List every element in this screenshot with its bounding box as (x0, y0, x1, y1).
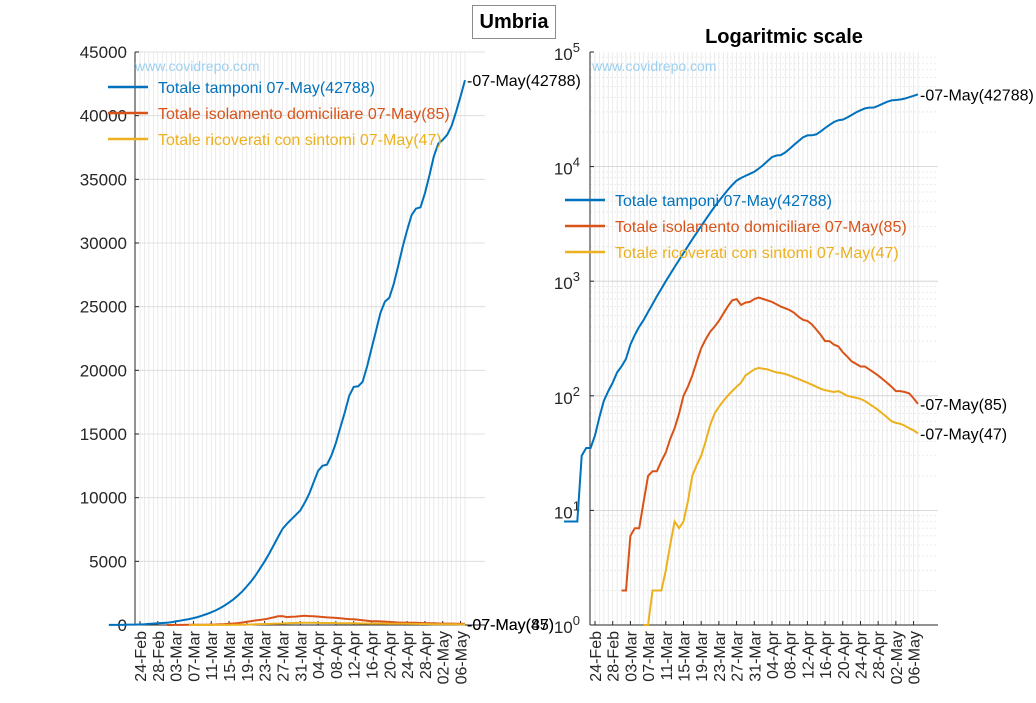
x-tick-label: 28-Apr (871, 630, 888, 679)
x-tick-label: 02-May (889, 631, 906, 684)
legend-label-isolamento: Totale isolamento domiciliare 07-May(85) (158, 106, 450, 123)
y-tick-label: 45000 (80, 43, 127, 62)
y-tick-label: 35000 (80, 170, 127, 189)
x-tick-label: 07-Mar (641, 630, 658, 681)
y-tick-label: 20000 (80, 361, 127, 380)
x-tick-label: 24-Feb (588, 631, 605, 682)
x-tick-label: 31-Mar (747, 630, 764, 681)
end-annotation-isolamento: -07-May(85) (920, 397, 1007, 414)
y-tick-label: 15000 (80, 425, 127, 444)
x-tick-label: 20-Apr (836, 630, 853, 679)
x-tick-label: 24-Apr (400, 630, 417, 679)
end-annotation-isolamento: -07-May(85) (467, 617, 554, 634)
legend-label-ricoverati: Totale ricoverati con sintomi 07-May(47) (158, 132, 442, 149)
x-tick-label: 04-Apr (765, 630, 782, 679)
end-annotation-ricoverati: -07-May(47) (920, 426, 1007, 443)
end-annotation-tamponi: -07-May(42788) (920, 87, 1034, 104)
end-annotation-tamponi: -07-May(42788) (467, 73, 581, 90)
watermark: www.covidrepo.com (591, 58, 717, 74)
x-tick-label: 02-May (436, 631, 453, 684)
x-tick-label: 23-Mar (712, 630, 729, 681)
page-title: Umbria (472, 5, 556, 39)
y-tick-label: 101 (554, 498, 580, 522)
x-tick-label: 27-Mar (730, 630, 747, 681)
series-line-tamponi (108, 79, 466, 626)
x-tick-label: 20-Apr (382, 630, 399, 679)
linear-chart: 0500010000150002000025000300003500040000… (80, 43, 581, 684)
y-tick-label: 100 (554, 613, 580, 637)
x-tick-label: 23-Mar (258, 630, 275, 681)
x-tick-label: 11-Mar (659, 630, 676, 680)
x-tick-label: 28-Feb (606, 631, 623, 682)
series-line-isolamento (621, 296, 919, 592)
x-tick-label: 08-Apr (783, 630, 800, 679)
y-tick-label: 5000 (89, 552, 127, 571)
x-tick-label: 04-Apr (311, 630, 328, 679)
chart-title: Logaritmic scale (705, 26, 863, 48)
legend-label-tamponi: Totale tamponi 07-May(42788) (158, 80, 375, 97)
legend-label-isolamento: Totale isolamento domiciliare 07-May(85) (615, 219, 907, 236)
y-tick-label: 30000 (80, 234, 127, 253)
x-tick-label: 19-Mar (240, 630, 257, 681)
x-tick-label: 15-Mar (676, 630, 693, 681)
x-tick-label: 06-May (454, 631, 471, 684)
series-line-ricoverati (189, 621, 465, 626)
x-tick-label: 19-Mar (694, 630, 711, 681)
y-tick-label: 105 (554, 40, 580, 64)
x-tick-label: 24-Feb (133, 631, 150, 682)
watermark: www.covidrepo.com (134, 58, 260, 74)
x-tick-label: 31-Mar (293, 630, 310, 681)
y-tick-label: 103 (554, 269, 580, 293)
log-chart: 100 101 102 103 104 105 24-Feb 28-Feb 03-Mar 07-M… (554, 26, 1034, 684)
y-tick-label: 104 (554, 155, 580, 179)
x-tick-label: 16-Apr (818, 630, 835, 679)
x-tick-label: 15-Mar (222, 630, 239, 681)
y-tick-label: 10000 (80, 489, 127, 508)
legend-label-tamponi: Totale tamponi 07-May(42788) (615, 193, 832, 210)
legend-label-ricoverati: Totale ricoverati con sintomi 07-May(47) (615, 245, 899, 262)
x-tick-label: 07-Mar (186, 630, 203, 681)
x-tick-label: 16-Apr (365, 630, 382, 679)
x-tick-label: 03-Mar (169, 630, 186, 681)
x-tick-label: 03-Mar (623, 630, 640, 681)
series-line-tamponi (564, 93, 919, 523)
y-tick-label: 102 (554, 384, 580, 408)
x-tick-label: 27-Mar (275, 630, 292, 681)
series-line-ricoverati (643, 366, 919, 626)
y-tick-label: 25000 (80, 298, 127, 317)
x-tick-label: 11-Mar (204, 630, 221, 680)
x-tick-label: 28-Feb (151, 631, 168, 682)
x-tick-label: 06-May (907, 631, 924, 684)
end-annotation-ricoverati: -07-May(47) (467, 617, 554, 634)
x-tick-label: 12-Apr (347, 630, 364, 679)
y-tick-label: 40000 (80, 107, 127, 126)
x-tick-label: 12-Apr (800, 630, 817, 679)
x-tick-label: 24-Apr (853, 630, 870, 679)
x-tick-label: 08-Apr (329, 630, 346, 679)
x-tick-label: 28-Apr (418, 630, 435, 679)
